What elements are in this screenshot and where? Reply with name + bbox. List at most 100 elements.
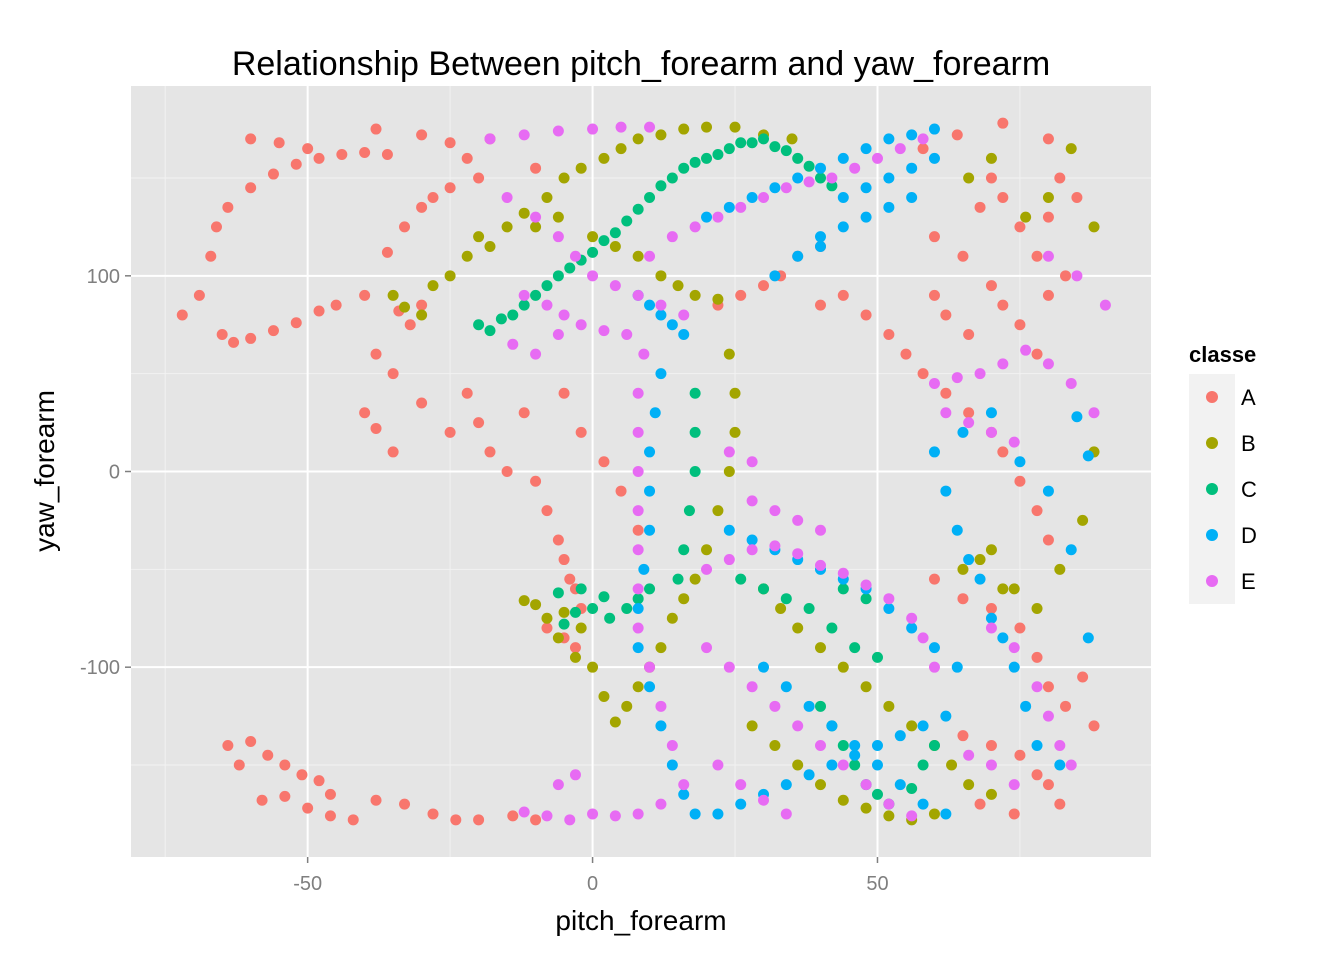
point-C bbox=[604, 612, 616, 624]
point-A bbox=[324, 810, 336, 822]
point-B bbox=[729, 121, 741, 133]
point-D bbox=[666, 759, 678, 771]
point-D bbox=[758, 661, 770, 673]
point-B bbox=[632, 133, 644, 145]
point-B bbox=[769, 739, 781, 751]
point-E bbox=[894, 143, 906, 155]
point-E bbox=[530, 348, 542, 360]
point-B bbox=[1065, 143, 1077, 155]
point-B bbox=[387, 289, 399, 301]
point-A bbox=[1014, 622, 1026, 634]
point-A bbox=[615, 485, 627, 497]
point-A bbox=[985, 602, 997, 614]
point-E bbox=[1099, 299, 1111, 311]
point-D bbox=[883, 201, 895, 213]
point-A bbox=[963, 329, 975, 341]
point-D bbox=[655, 368, 667, 380]
point-C bbox=[849, 759, 861, 771]
point-C bbox=[678, 162, 690, 174]
point-A bbox=[370, 422, 382, 434]
legend-key-B bbox=[1206, 437, 1218, 449]
point-A bbox=[598, 456, 610, 468]
point-A bbox=[917, 143, 929, 155]
point-E bbox=[1065, 377, 1077, 389]
point-B bbox=[786, 133, 798, 145]
point-E bbox=[615, 121, 627, 133]
point-C bbox=[814, 700, 826, 712]
point-C bbox=[518, 299, 530, 311]
point-E bbox=[518, 289, 530, 301]
point-E bbox=[1042, 358, 1054, 370]
point-C bbox=[758, 133, 770, 145]
point-E bbox=[666, 739, 678, 751]
point-B bbox=[655, 642, 667, 654]
point-C bbox=[678, 544, 690, 556]
point-E bbox=[951, 372, 963, 384]
point-E bbox=[985, 426, 997, 438]
point-A bbox=[444, 426, 456, 438]
point-E bbox=[792, 548, 804, 560]
point-D bbox=[906, 192, 918, 204]
point-A bbox=[1014, 319, 1026, 331]
point-A bbox=[370, 123, 382, 135]
point-C bbox=[780, 145, 792, 157]
point-C bbox=[928, 739, 940, 751]
point-C bbox=[473, 319, 485, 331]
point-B bbox=[587, 231, 599, 243]
point-D bbox=[632, 602, 644, 614]
point-E bbox=[587, 270, 599, 282]
point-D bbox=[1014, 456, 1026, 468]
point-B bbox=[860, 802, 872, 814]
point-B bbox=[985, 152, 997, 164]
point-E bbox=[826, 172, 838, 184]
point-C bbox=[803, 160, 815, 172]
point-E bbox=[678, 779, 690, 791]
point-D bbox=[871, 739, 883, 751]
point-A bbox=[985, 739, 997, 751]
point-D bbox=[644, 681, 656, 693]
point-C bbox=[575, 583, 587, 595]
point-E bbox=[746, 681, 758, 693]
point-E bbox=[552, 125, 564, 137]
point-C bbox=[689, 466, 701, 477]
point-B bbox=[1077, 514, 1089, 526]
point-D bbox=[997, 632, 1009, 644]
point-E bbox=[1042, 250, 1054, 262]
point-A bbox=[205, 250, 217, 262]
point-A bbox=[416, 299, 428, 311]
point-C bbox=[558, 618, 570, 630]
point-D bbox=[871, 759, 883, 771]
point-B bbox=[1042, 192, 1054, 204]
point-A bbox=[928, 231, 940, 243]
point-D bbox=[917, 798, 929, 810]
point-A bbox=[974, 201, 986, 213]
point-C bbox=[587, 246, 599, 258]
point-A bbox=[917, 368, 929, 380]
point-E bbox=[638, 348, 650, 360]
point-B bbox=[814, 642, 826, 654]
point-E bbox=[632, 808, 644, 820]
point-A bbox=[758, 280, 770, 292]
point-C bbox=[689, 426, 701, 438]
point-B bbox=[655, 270, 667, 282]
point-D bbox=[678, 788, 690, 800]
point-E bbox=[803, 176, 815, 188]
point-E bbox=[735, 779, 747, 791]
point-C bbox=[758, 583, 770, 595]
point-A bbox=[313, 305, 325, 317]
point-B bbox=[632, 250, 644, 262]
point-B bbox=[598, 152, 610, 164]
point-D bbox=[769, 182, 781, 194]
point-A bbox=[518, 407, 530, 419]
point-A bbox=[569, 642, 581, 654]
point-E bbox=[609, 810, 621, 822]
point-D bbox=[1042, 485, 1054, 497]
point-E bbox=[928, 377, 940, 389]
point-A bbox=[245, 133, 257, 145]
point-C bbox=[837, 583, 849, 595]
point-C bbox=[621, 602, 633, 614]
point-A bbox=[381, 246, 393, 258]
point-D bbox=[644, 524, 656, 536]
point-E bbox=[723, 661, 735, 673]
point-E bbox=[985, 622, 997, 634]
